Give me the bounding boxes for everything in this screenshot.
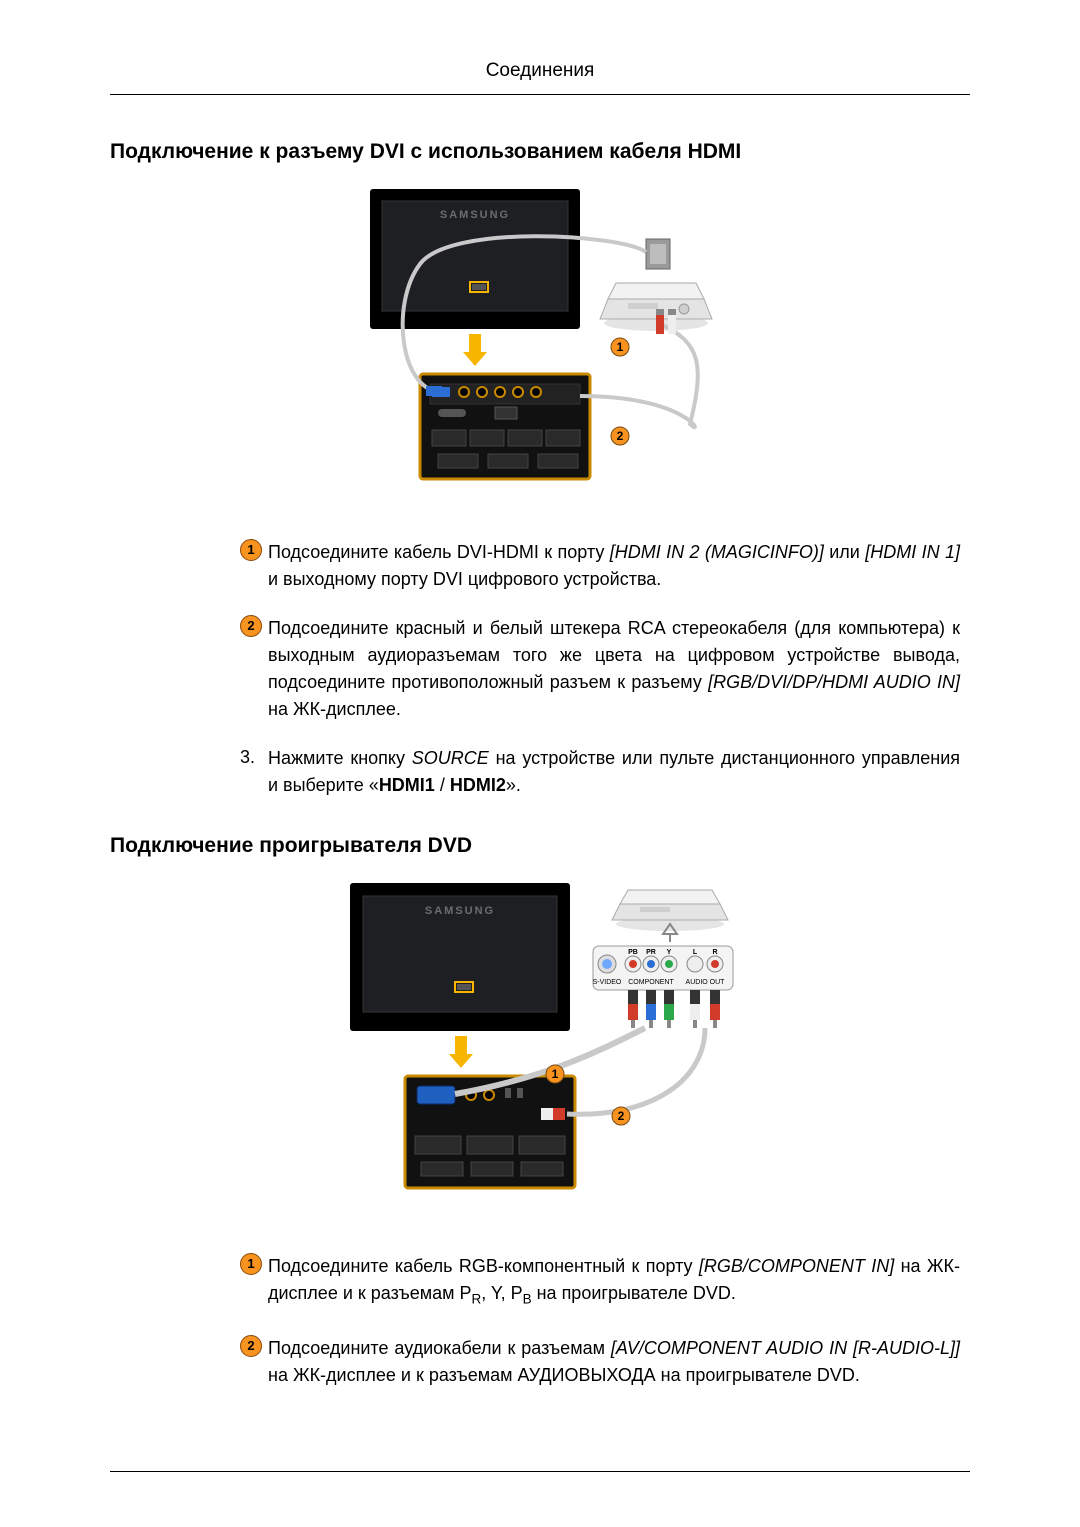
section1-list: Подсоедините кабель DVI-HDMI к порту [HD… xyxy=(240,539,960,799)
section1-title: Подключение к разъему DVI с использовани… xyxy=(110,140,970,164)
svg-text:2: 2 xyxy=(617,429,624,443)
svg-text:R: R xyxy=(712,949,717,956)
bullet-2-icon xyxy=(240,615,262,637)
section2-figure: SAMSUNG PB PR Y L R S-VIDEO COMPONENT AUDIO OUT 1… xyxy=(110,878,970,1203)
svg-text:S-VIDEO: S-VIDEO xyxy=(593,979,622,986)
svg-text:1: 1 xyxy=(552,1067,559,1081)
page: Соединения Подключение к разъему DVI с и… xyxy=(0,0,1080,1527)
bullet-1-icon xyxy=(240,539,262,561)
list-item: 3.Нажмите кнопку SOURCE на устройстве ил… xyxy=(240,745,960,799)
list-bullet xyxy=(240,615,268,637)
bullet-1-icon xyxy=(240,1253,262,1275)
svg-text:PB: PB xyxy=(628,949,638,956)
list-bullet xyxy=(240,1253,268,1275)
section1-figure: SAMSUNG 1 2 xyxy=(110,184,970,489)
svg-text:SAMSUNG: SAMSUNG xyxy=(440,209,510,221)
svg-text:PR: PR xyxy=(646,949,656,956)
svg-text:1: 1 xyxy=(617,340,624,354)
svg-text:SAMSUNG: SAMSUNG xyxy=(425,905,495,917)
list-item: Подсоедините красный и белый штекера RCA… xyxy=(240,615,960,723)
svg-text:Y: Y xyxy=(667,949,672,956)
list-bullet xyxy=(240,1335,268,1357)
list-item: Подсоедините аудиокабели к разъемам [AV/… xyxy=(240,1335,960,1389)
list-number: 3. xyxy=(240,745,268,799)
list-text: Подсоедините кабель DVI-HDMI к порту [HD… xyxy=(268,539,960,593)
list-item: Подсоедините кабель RGB-компонентный к п… xyxy=(240,1253,960,1313)
list-text: Нажмите кнопку SOURCE на устройстве или … xyxy=(268,745,960,799)
section2-list: Подсоедините кабель RGB-компонентный к п… xyxy=(240,1253,960,1389)
svg-text:AUDIO OUT: AUDIO OUT xyxy=(686,979,726,986)
svg-text:L: L xyxy=(693,949,698,956)
bullet-2-icon xyxy=(240,1335,262,1357)
svg-text:COMPONENT: COMPONENT xyxy=(628,979,674,986)
list-text: Подсоедините кабель RGB-компонентный к п… xyxy=(268,1253,960,1313)
list-item: Подсоедините кабель DVI-HDMI к порту [HD… xyxy=(240,539,960,593)
figure1-svg: SAMSUNG 1 2 xyxy=(360,184,720,489)
list-text: Подсоедините красный и белый штекера RCA… xyxy=(268,615,960,723)
figure2-svg: SAMSUNG PB PR Y L R S-VIDEO COMPONENT AUDIO OUT 1… xyxy=(345,878,735,1203)
page-header: Соединения xyxy=(110,60,970,95)
list-text: Подсоедините аудиокабели к разъемам [AV/… xyxy=(268,1335,960,1389)
list-bullet xyxy=(240,539,268,561)
footer-rule xyxy=(110,1471,970,1472)
svg-text:2: 2 xyxy=(618,1109,625,1123)
section2-title: Подключение проигрывателя DVD xyxy=(110,834,970,858)
